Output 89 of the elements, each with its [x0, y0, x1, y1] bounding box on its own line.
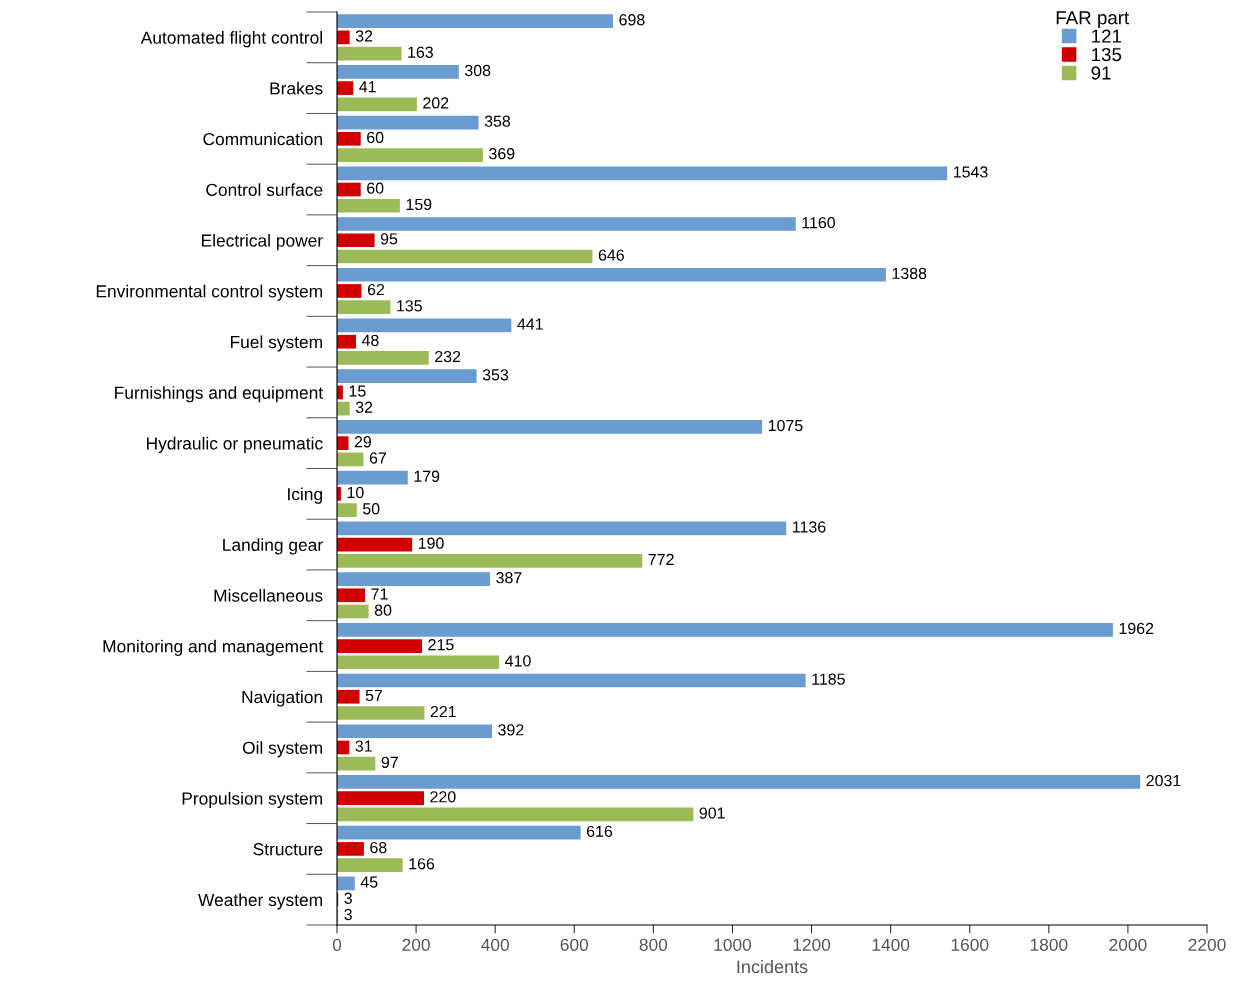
y-tick-label: Miscellaneous: [214, 589, 323, 602]
data-label: 410: [505, 655, 531, 667]
x-tick-label: 1800: [1030, 938, 1068, 951]
x-tick-label: 0: [332, 938, 342, 951]
data-label: 387: [496, 572, 522, 584]
data-label: 32: [355, 401, 373, 413]
y-tick-label: Automated flight control: [140, 31, 322, 48]
legend-label: 91: [1091, 66, 1111, 80]
x-tick-label: 1400: [872, 938, 910, 951]
data-label: 232: [435, 350, 461, 363]
data-label: 50: [362, 503, 380, 515]
data-label: 159: [406, 198, 432, 211]
y-tick-label: Propulsion system: [182, 791, 322, 809]
data-label: 166: [409, 858, 435, 870]
legend-title: FAR part: [1056, 11, 1130, 29]
y-tick-label: Icing: [288, 487, 322, 504]
data-label: 80: [374, 604, 392, 616]
y-tick-label: Landing gear: [223, 538, 323, 555]
data-label: 1160: [802, 217, 836, 229]
x-tick-label: 1600: [951, 938, 989, 951]
data-label: 1962: [1119, 622, 1154, 635]
data-label: 57: [365, 689, 383, 702]
data-label: 369: [489, 148, 515, 160]
data-label: 3: [344, 908, 352, 921]
y-tick-label: Environmental control system: [96, 284, 322, 301]
data-label: 441: [517, 318, 543, 330]
data-label: 215: [428, 639, 454, 651]
y-tick-label: Brakes: [270, 81, 323, 95]
data-label: 60: [367, 182, 384, 194]
y-tick-label: Control surface: [206, 183, 323, 196]
data-label: 353: [482, 369, 509, 381]
x-tick-label: 400: [481, 938, 509, 951]
x-tick-label: 600: [560, 938, 589, 951]
x-tick-label: 200: [402, 938, 430, 951]
x-tick-label: 1200: [793, 938, 831, 951]
data-label: 48: [361, 334, 379, 346]
data-label: 698: [619, 14, 645, 26]
data-label: 221: [430, 705, 456, 718]
y-tick-label: Monitoring and management: [103, 639, 323, 656]
y-tick-label: Structure: [253, 843, 323, 856]
legend-label: 135: [1092, 47, 1122, 62]
data-label: 616: [586, 825, 613, 837]
x-tick-label: 800: [639, 938, 668, 951]
data-label: 71: [371, 588, 388, 600]
y-tick-label: Navigation: [242, 690, 322, 707]
data-label: 1543: [953, 166, 988, 178]
data-label: 135: [397, 300, 422, 312]
data-label: 62: [367, 283, 385, 296]
data-label: 1075: [768, 419, 803, 432]
data-label: 901: [699, 807, 725, 819]
data-label: 68: [370, 841, 387, 854]
data-label: 31: [355, 740, 372, 752]
data-label: 1185: [812, 673, 845, 685]
x-axis-title: Incidents: [737, 959, 808, 974]
data-label: 2031: [1146, 774, 1181, 787]
data-label: 308: [464, 64, 491, 77]
data-label: 202: [423, 97, 449, 109]
x-tick-label: 2000: [1109, 938, 1147, 951]
y-tick-label: Oil system: [242, 741, 322, 758]
data-label: 392: [498, 724, 524, 736]
y-tick-label: Weather system: [198, 893, 322, 910]
data-label: 97: [381, 756, 398, 768]
x-tick-label: 2200: [1188, 938, 1226, 951]
data-label: 190: [418, 537, 444, 549]
y-tick-label: Fuel system: [230, 335, 322, 352]
data-label: 179: [414, 470, 440, 482]
data-label: 220: [430, 791, 456, 803]
data-label: 1388: [892, 267, 927, 280]
data-label: 32: [355, 30, 373, 42]
data-label: 95: [380, 233, 398, 245]
data-label: 45: [360, 876, 378, 888]
data-label: 163: [408, 46, 433, 58]
y-tick-label: Electrical power: [202, 233, 323, 251]
data-label: 41: [359, 81, 376, 93]
data-label: 1136: [793, 521, 826, 533]
data-label: 3: [344, 892, 352, 904]
data-label: 358: [484, 115, 511, 127]
legend-label: 121: [1092, 29, 1122, 43]
data-label: 60: [367, 131, 384, 144]
y-tick-label: Furnishings and equipment: [115, 386, 323, 403]
data-label: 67: [369, 452, 387, 464]
data-label: 646: [598, 249, 624, 261]
x-tick-label: 1000: [714, 938, 752, 951]
data-label: 29: [354, 436, 372, 448]
data-label: 772: [648, 553, 674, 565]
y-tick-label: Communication: [203, 132, 322, 146]
data-label: 10: [347, 486, 364, 499]
y-tick-label: Hydraulic or pneumatic: [147, 436, 323, 454]
data-label: 15: [349, 385, 366, 397]
